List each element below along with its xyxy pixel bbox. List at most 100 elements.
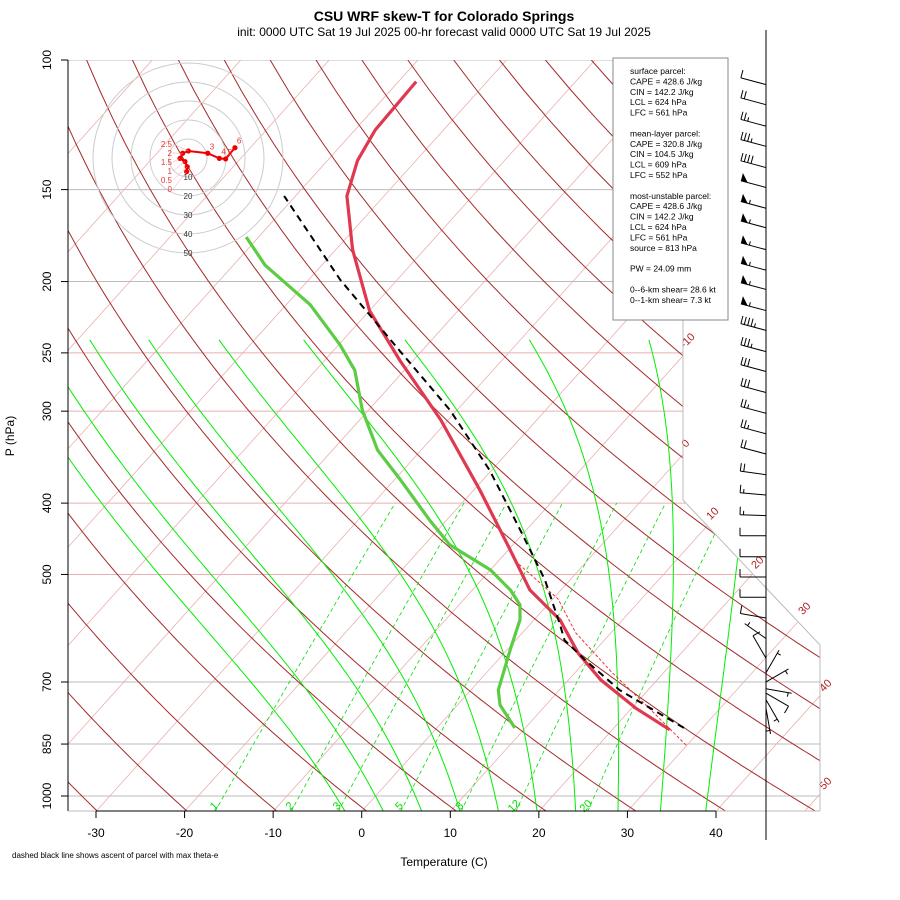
wind-barb-staff [740, 426, 767, 435]
wind-barb-staff [740, 201, 767, 209]
wind-barb-full [743, 357, 747, 366]
wind-barb-half [747, 424, 750, 429]
wind-barb [740, 315, 767, 331]
x-tick-label: 0 [358, 826, 365, 840]
plot-boundary [682, 499, 821, 646]
wind-barb [740, 255, 767, 271]
wind-barb-staff [740, 446, 767, 455]
isotherm-line [272, 60, 820, 811]
wind-barb [740, 274, 767, 290]
wind-barb [740, 193, 767, 209]
isotherm-line [68, 60, 684, 811]
wind-barb [740, 337, 767, 353]
wind-barb-full [747, 154, 751, 163]
chart-subtitle: init: 0000 UTC Sat 19 Jul 2025 00-hr for… [237, 25, 651, 39]
wind-barb-full [740, 315, 744, 324]
wind-barb-staff [740, 612, 767, 619]
wind-barb-full [740, 70, 744, 78]
wind-barb-staff [740, 77, 767, 86]
wind-barb-full [743, 316, 747, 325]
dry-adiabat-line [68, 60, 458, 811]
wind-barb [739, 589, 766, 598]
isotherm-line [68, 60, 153, 811]
isotherm-line [715, 60, 820, 811]
wind-barb [739, 463, 767, 476]
wind-barb-full [784, 705, 789, 714]
dry-adiabat-line [86, 60, 817, 811]
info-box-line: most-unstable parcel: [630, 191, 711, 201]
wind-barb-half [747, 622, 751, 626]
wind-barb [740, 296, 767, 312]
dry-adiabat-line [68, 60, 727, 811]
info-box-line: LFC = 561 hPa [630, 232, 688, 242]
hodograph-ring-label: 10 [184, 173, 193, 182]
wind-barb-staff [740, 323, 767, 331]
wind-barb-full [743, 440, 747, 449]
isotherm-line [68, 60, 419, 811]
wind-barb-staff [740, 303, 767, 312]
hodograph: 10 20 30 40 50 00.511.522.5 34 56 [92, 62, 284, 258]
wind-barb-full [740, 131, 744, 140]
wind-barb-full [740, 398, 744, 407]
wind-barb-half [748, 302, 751, 307]
y-axis-label: P (hPa) [3, 416, 17, 456]
moist-adiabat-line [68, 339, 385, 811]
background-lines [68, 60, 820, 811]
wind-barb [740, 235, 767, 251]
info-box-line: CAPE = 428.6 J/kg [630, 201, 702, 211]
hodograph-ring [92, 62, 284, 254]
hodograph-height-label: 5 [228, 148, 233, 157]
wind-barb-flag [740, 213, 748, 223]
wind-barb [739, 527, 766, 537]
wind-barb-staff [765, 699, 780, 723]
y-tick-label: 250 [40, 343, 54, 363]
wind-barb [740, 356, 767, 372]
wind-barb [739, 568, 766, 578]
dry-adiabat-line [728, 60, 820, 811]
wind-barb-half [748, 241, 751, 246]
isotherm-label: 10 [704, 505, 721, 522]
wind-barb-full [743, 132, 747, 141]
y-tick-label: 1000 [40, 782, 54, 809]
hodograph-ring [168, 138, 208, 178]
info-box-line: CIN = 104.5 J/kg [630, 149, 694, 159]
dry-adiabat-line [68, 60, 548, 811]
wind-barb-staff [765, 692, 789, 707]
info-box-line: 0--1-km shear= 7.3 kt [630, 295, 712, 305]
moist-adiabat-line [528, 339, 620, 811]
wind-barb-full [743, 90, 747, 99]
hodograph-ring-label: 20 [184, 192, 193, 201]
wind-barb [740, 439, 767, 455]
wind-barb-full [752, 631, 761, 637]
x-tick-label: 10 [444, 826, 458, 840]
dewpoint-line [244, 236, 522, 729]
info-box-line: CIN = 142.2 J/kg [630, 87, 694, 97]
wind-barb-staff [740, 470, 767, 476]
isotherm-line [626, 60, 820, 811]
wind-barb-staff [740, 160, 767, 169]
wind-barb-half [785, 670, 788, 675]
wind-barb-full [740, 337, 744, 346]
hodograph-label-leader [172, 171, 187, 190]
wind-barb-half [773, 718, 778, 722]
wind-barb-half [748, 261, 751, 266]
info-box-line: CAPE = 428.6 J/kg [630, 76, 702, 86]
isotherm-label: 0 [679, 437, 692, 450]
wind-barb-full [740, 439, 744, 448]
wind-barb-full [739, 463, 742, 472]
hodograph-height-label: 4 [221, 147, 226, 156]
wind-barb-staff [744, 623, 767, 639]
wind-barb-full [740, 419, 744, 428]
wind-barb-full [740, 111, 744, 120]
parcel-ascent-line [283, 195, 685, 729]
mixing-ratio-label: 20 [578, 798, 595, 815]
hodograph-height-label: 1 [168, 167, 173, 176]
wind-barb-half [753, 323, 756, 328]
y-tick-label: 850 [40, 734, 54, 754]
moist-adiabat-line [303, 339, 538, 811]
info-box-line: CIN = 142.2 J/kg [630, 212, 694, 222]
wind-barb-staff [740, 262, 767, 271]
mixing-ratio-label: 12 [506, 798, 523, 815]
wind-barb [739, 605, 767, 619]
